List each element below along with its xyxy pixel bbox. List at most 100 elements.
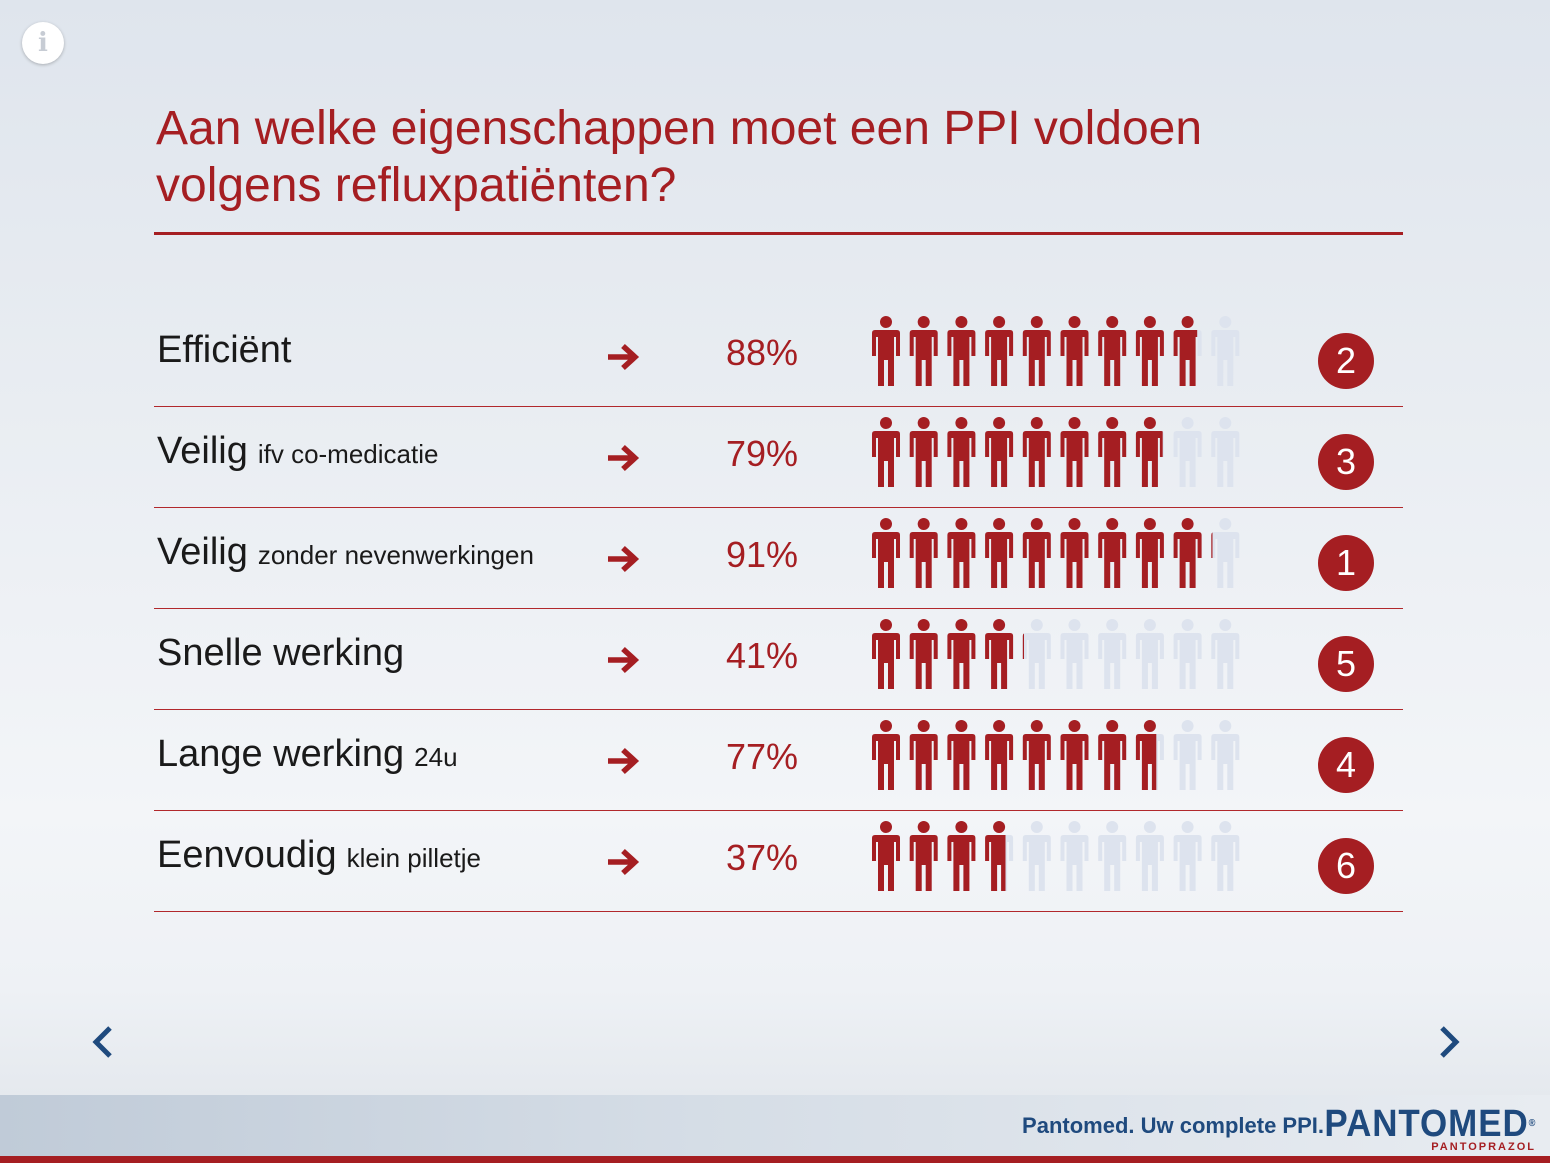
people-pictogram [872, 720, 1240, 790]
rank-badge: 2 [1318, 333, 1374, 389]
person-icon [1173, 821, 1202, 891]
person-icon [1173, 316, 1202, 386]
person-icon [1135, 518, 1164, 588]
people-pictogram [872, 417, 1240, 487]
page-title: Aan welke eigenschappen moet een PPI vol… [156, 100, 1406, 214]
row-label: Efficiënt [157, 329, 301, 372]
person-icon [1098, 518, 1127, 588]
prev-slide-button[interactable] [84, 1020, 124, 1064]
row-percentage: 91% [726, 534, 799, 575]
people-pictogram [872, 821, 1240, 891]
person-icon [1211, 720, 1240, 790]
title-line-1: Aan welke eigenschappen moet een PPI vol… [156, 102, 1203, 155]
rank-badge: 1 [1318, 535, 1374, 591]
row-label-main: Eenvoudig [157, 834, 337, 876]
rank-badge: 5 [1318, 636, 1374, 692]
arrow-right-icon [608, 646, 640, 674]
next-slide-button[interactable] [1428, 1020, 1468, 1064]
person-icon [985, 518, 1014, 588]
row-label-sub: zonder nevenwerkingen [257, 540, 534, 570]
person-icon [1173, 720, 1202, 790]
person-icon [909, 619, 938, 689]
arrow-right-icon [608, 545, 640, 573]
row-label: Snelle werking [157, 632, 414, 675]
row-label-main: Snelle werking [157, 632, 405, 674]
person-icon [1022, 518, 1051, 588]
person-icon [1135, 619, 1164, 689]
rank-badge: 3 [1318, 434, 1374, 490]
footer-bar: Pantomed. Uw complete PPI. PANTOMED® PAN… [0, 1095, 1550, 1163]
brand-logo: PANTOMED® PANTOPRAZOL [1306, 1105, 1536, 1153]
person-icon [909, 720, 938, 790]
person-icon [872, 619, 900, 689]
row-percentage: 41% [726, 635, 799, 676]
person-icon [909, 821, 938, 891]
person-icon [985, 619, 1014, 689]
person-icon [909, 417, 938, 487]
row-percentage: 37% [726, 837, 799, 878]
person-icon [1211, 619, 1240, 689]
row-percentage: 88% [726, 332, 799, 373]
person-icon [1060, 619, 1089, 689]
person-icon [872, 518, 900, 588]
title-divider [154, 232, 1403, 235]
row-label-sub: klein pilletje [346, 843, 481, 873]
person-icon [1173, 518, 1202, 588]
person-icon [1135, 821, 1164, 891]
results-list: Efficiënt 88% 2 Veilig ifv co-medicatie 7… [154, 306, 1403, 912]
chevron-left-icon [92, 1026, 112, 1058]
person-icon [1022, 821, 1051, 891]
row-label-main: Veilig [157, 531, 248, 573]
person-icon [1211, 316, 1240, 386]
person-icon [872, 417, 900, 487]
result-row: Efficiënt 88% 2 [154, 306, 1403, 407]
arrow-right-icon [608, 848, 640, 876]
chevron-right-icon [1440, 1026, 1460, 1058]
info-button[interactable]: i [22, 22, 64, 64]
person-icon [1060, 417, 1089, 487]
info-icon: i [38, 28, 48, 58]
person-icon [985, 720, 1014, 790]
row-label-sub: 24u [414, 742, 458, 772]
person-icon [909, 316, 938, 386]
person-icon [985, 821, 1014, 891]
person-icon [947, 720, 976, 790]
person-icon [1060, 720, 1089, 790]
person-icon [1173, 619, 1202, 689]
row-label: Veilig zonder nevenwerkingen [157, 531, 534, 574]
logo-wordmark: PANTOMED [1324, 1103, 1529, 1145]
person-icon [947, 417, 976, 487]
row-label-main: Efficiënt [157, 329, 292, 371]
row-label: Eenvoudig klein pilletje [157, 834, 481, 877]
result-row: Veilig zonder nevenwerkingen 91% 1 [154, 508, 1403, 609]
row-label-main: Lange werking [157, 733, 405, 775]
logo-registered-mark: ® [1528, 1118, 1536, 1129]
arrow-right-icon [608, 747, 640, 775]
result-row: Eenvoudig klein pilletje 37% 6 [154, 811, 1403, 912]
arrow-right-icon [608, 444, 640, 472]
person-icon [947, 316, 976, 386]
person-icon [872, 720, 900, 790]
person-icon [1098, 821, 1127, 891]
person-icon [1135, 417, 1164, 487]
person-icon [1098, 316, 1127, 386]
row-label: Lange werking 24u [157, 733, 458, 776]
row-percentage: 77% [726, 736, 799, 777]
person-icon [1022, 417, 1051, 487]
person-icon [872, 316, 900, 386]
result-row: Veilig ifv co-medicatie 79% 3 [154, 407, 1403, 508]
result-row: Lange werking 24u 77% 4 [154, 710, 1403, 811]
logo-subtitle: PANTOPRAZOL [1431, 1141, 1536, 1153]
person-icon [1135, 316, 1164, 386]
person-icon [1060, 518, 1089, 588]
row-percentage: 79% [726, 433, 799, 474]
person-icon [1060, 821, 1089, 891]
person-icon [1098, 619, 1127, 689]
people-pictogram [872, 316, 1240, 386]
person-icon [1098, 417, 1127, 487]
footer-tagline: Pantomed. Uw complete PPI. [1022, 1113, 1324, 1138]
person-icon [1060, 316, 1089, 386]
person-icon [985, 316, 1014, 386]
row-label: Veilig ifv co-medicatie [157, 430, 438, 473]
row-label-main: Veilig [157, 430, 248, 472]
